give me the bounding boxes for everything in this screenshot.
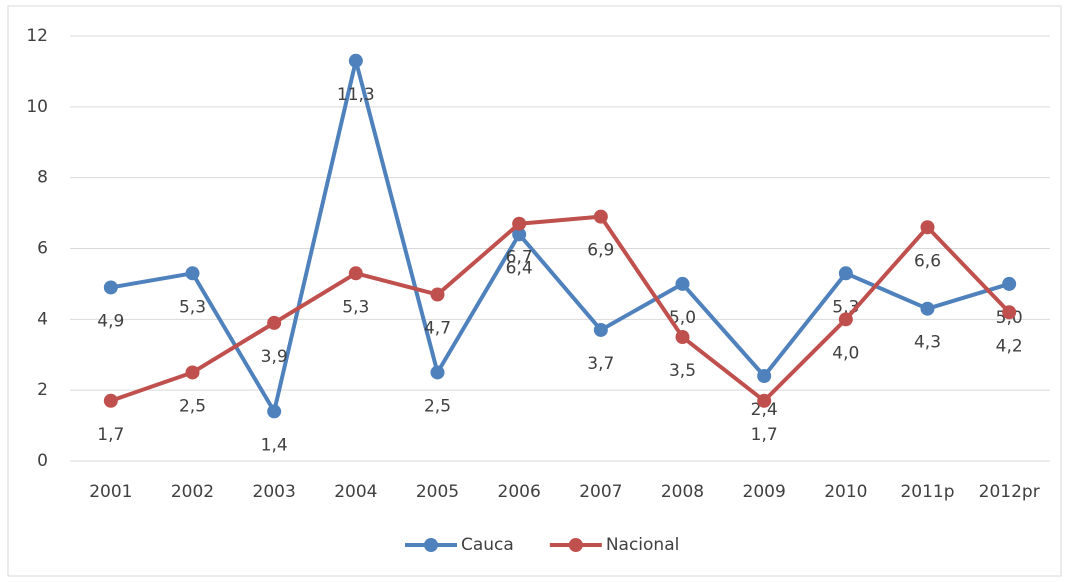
data-label: 6,4 — [506, 258, 533, 278]
data-label: 3,5 — [669, 361, 696, 381]
marker — [920, 301, 935, 316]
data-label: 11,3 — [337, 85, 375, 105]
marker — [430, 287, 445, 302]
data-label: 1,4 — [261, 435, 288, 455]
series-line — [110, 58, 1010, 414]
x-tick-label: 2008 — [661, 482, 704, 502]
marker — [920, 220, 935, 235]
marker — [675, 330, 690, 345]
marker — [1002, 305, 1017, 320]
data-label: 6,7 — [506, 248, 533, 268]
marker — [348, 53, 363, 68]
x-tick-label: 2002 — [171, 482, 214, 502]
x-tick-label: 2006 — [498, 482, 541, 502]
marker — [185, 266, 200, 281]
data-label: 4,3 — [914, 333, 941, 353]
data-label: 4,0 — [832, 343, 859, 363]
y-tick-label: 0 — [37, 451, 48, 471]
marker — [267, 315, 282, 330]
x-tick-label: 2005 — [416, 482, 459, 502]
data-label: 3,7 — [587, 354, 614, 374]
marker — [757, 393, 772, 408]
legend-label: Cauca — [461, 535, 514, 555]
series-line — [110, 214, 1011, 403]
marker — [593, 209, 608, 224]
marker — [430, 365, 445, 380]
y-tick-label: 8 — [37, 168, 48, 188]
x-tick-label: 2011p — [900, 482, 954, 502]
legend-label: Nacional — [606, 535, 680, 555]
data-label: 5,3 — [342, 297, 369, 317]
marker — [838, 266, 853, 281]
y-tick-label: 10 — [26, 97, 48, 117]
data-label: 4,9 — [97, 311, 124, 331]
legend-marker — [424, 538, 438, 552]
data-label: 6,9 — [587, 241, 614, 261]
marker — [348, 266, 363, 281]
marker — [267, 404, 282, 419]
x-tick-label: 2004 — [334, 482, 377, 502]
data-label: 2,5 — [424, 396, 451, 416]
x-tick-label: 2009 — [743, 482, 786, 502]
y-tick-label: 12 — [26, 26, 48, 46]
data-label: 4,2 — [996, 336, 1023, 356]
data-label: 1,7 — [751, 425, 778, 445]
x-tick-label: 2001 — [89, 482, 132, 502]
y-tick-label: 6 — [37, 239, 48, 259]
marker — [103, 393, 118, 408]
marker — [512, 216, 527, 231]
marker — [593, 322, 608, 337]
marker — [675, 276, 690, 291]
x-tick-label: 2007 — [579, 482, 622, 502]
data-label: 2,5 — [179, 396, 206, 416]
y-tick-label: 2 — [37, 380, 48, 400]
data-label: 5,3 — [179, 297, 206, 317]
data-label: 5,0 — [669, 308, 696, 328]
y-tick-label: 4 — [37, 309, 48, 329]
data-label: 4,7 — [424, 319, 451, 339]
x-tick-label: 2010 — [824, 482, 867, 502]
x-tick-label: 2003 — [253, 482, 296, 502]
legend-marker — [568, 538, 583, 552]
data-label: 6,6 — [914, 251, 941, 271]
data-label: 2,4 — [751, 400, 778, 420]
marker — [185, 365, 200, 380]
x-tick-label: 2012pr — [979, 482, 1040, 502]
marker — [757, 369, 772, 383]
marker — [103, 280, 118, 295]
data-label: 3,9 — [261, 347, 288, 367]
data-label: 1,7 — [97, 425, 124, 445]
marker — [838, 312, 853, 327]
marker — [512, 227, 527, 242]
marker — [1002, 276, 1017, 291]
